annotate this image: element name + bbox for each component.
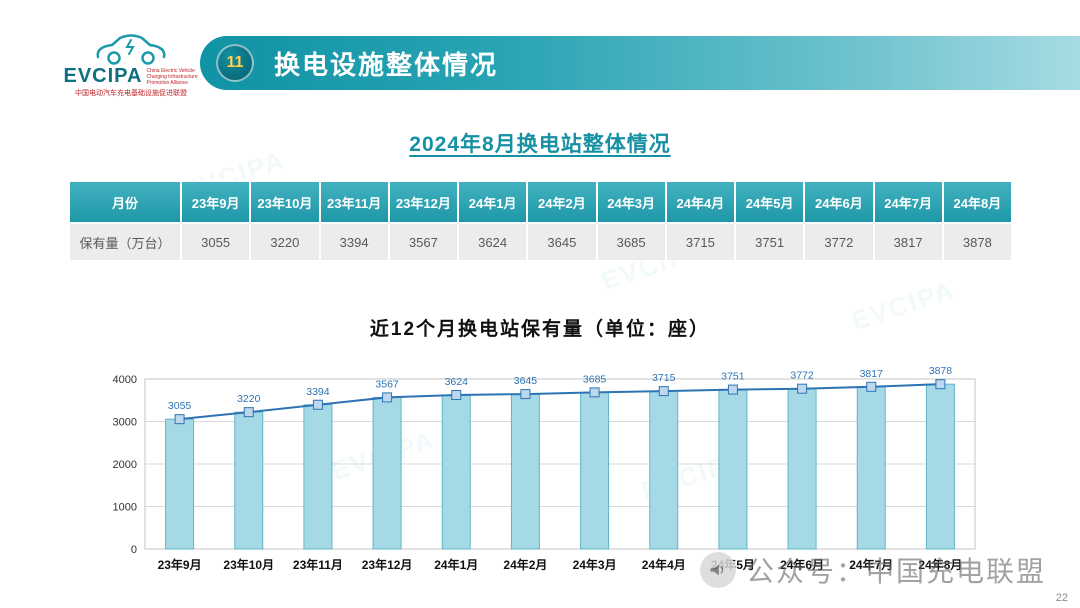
line-marker <box>382 392 393 403</box>
line-marker <box>866 381 877 392</box>
trend-line <box>179 383 941 421</box>
line-marker <box>935 379 946 390</box>
x-axis-label: 24年3月 <box>573 557 617 572</box>
data-label: 3817 <box>860 368 884 380</box>
page-title: 换电设施整体情况 <box>274 49 499 80</box>
logo-subtitle: 中国电动汽车充电基础设施促进联盟 <box>75 90 187 97</box>
x-axis-label: 24年1月 <box>434 557 478 572</box>
y-axis-tick: 4000 <box>113 374 137 386</box>
value-cell: 3817 <box>872 222 944 262</box>
evcipa-logo: EVCIPA China Electric Vehicle Charging I… <box>56 30 206 98</box>
chart-title: 近12个月换电站保有量（单位：座） <box>369 319 711 340</box>
line-marker <box>658 386 669 397</box>
data-label: 3394 <box>306 386 330 398</box>
month-header-cell: 23年9月 <box>179 180 252 224</box>
value-cell: 3624 <box>456 222 529 262</box>
y-axis-tick: 3000 <box>113 417 137 429</box>
table-value-row: 保有量（万台） 3055 3220 3394 3567 3624 3645 3685 3715… <box>68 222 1014 262</box>
x-axis-label: 24年7月 <box>849 557 893 572</box>
bar-24年7月 <box>856 386 886 550</box>
x-axis-label: 24年4月 <box>642 557 686 572</box>
x-axis-label: 23年12月 <box>362 557 413 572</box>
month-header-cell: 23年10月 <box>249 180 321 224</box>
page-number: 22 <box>1055 592 1068 604</box>
y-axis-tick: 1000 <box>113 502 137 514</box>
car-logo-icon <box>96 34 166 65</box>
bar-23年11月 <box>303 404 333 550</box>
month-header-cell: 23年11月 <box>318 180 390 224</box>
data-label: 3751 <box>721 371 745 383</box>
data-label: 3685 <box>583 373 607 385</box>
value-cell: 3220 <box>249 222 321 262</box>
y-axis-tick: 0 <box>131 544 137 556</box>
y-axis-tick: 2000 <box>113 459 137 471</box>
line-marker <box>451 389 462 400</box>
month-header-cell: 24年4月 <box>664 180 737 224</box>
data-label: 3624 <box>445 376 469 388</box>
value-cell: 3878 <box>941 222 1014 262</box>
logo-caption: China Electric Vehicle Charging Infrastr… <box>146 68 198 86</box>
bar-24年3月 <box>580 391 610 550</box>
data-label: 3878 <box>929 365 953 377</box>
megaphone-icon <box>700 552 736 588</box>
line-marker <box>727 384 738 395</box>
section-number-badge: 11 <box>216 44 254 82</box>
value-cell: 3685 <box>595 222 667 262</box>
plot-border <box>144 378 976 550</box>
bar-24年6月 <box>787 388 817 550</box>
line-marker <box>520 389 531 400</box>
month-header-cell: 24年7月 <box>872 180 944 224</box>
value-cell: 3567 <box>387 222 460 262</box>
data-label: 3715 <box>652 372 676 384</box>
swap-station-table: 月份 23年9月 23年10月 23年11月 23年12月 24年1月 24年2月 24年3… <box>68 180 1014 262</box>
bar-23年9月 <box>165 418 195 550</box>
header-banner: 11 换电设施整体情况 <box>200 36 1080 90</box>
x-axis-label: 23年11月 <box>293 557 343 572</box>
value-cell: 3772 <box>803 222 875 262</box>
chart-area: 0 1000 2000 3000 4000 3055 3220 3394 3567 3624 364… <box>85 344 995 589</box>
bar-23年12月 <box>372 396 402 550</box>
data-label: 3772 <box>790 370 814 382</box>
section-title: 2024年8月换电站整体情况 <box>409 133 671 156</box>
value-cell: 3394 <box>318 222 390 262</box>
line-marker <box>589 387 600 398</box>
line-marker <box>312 399 323 410</box>
table-header-row: 月份 23年9月 23年10月 23年11月 23年12月 24年1月 24年2月 24年3… <box>68 180 1014 224</box>
data-label: 3220 <box>237 393 261 405</box>
watermark-text: 公众号：中国充电联盟 <box>746 556 1047 587</box>
value-cell: 3751 <box>733 222 806 262</box>
line-marker <box>174 414 185 425</box>
data-label: 3055 <box>168 400 192 412</box>
logo-name: EVCIPA <box>63 65 143 87</box>
bar-24年8月 <box>925 383 955 550</box>
x-axis-label: 23年9月 <box>158 557 202 572</box>
month-header-cell: 24年2月 <box>526 180 598 224</box>
month-header-cell: 24年8月 <box>941 180 1014 224</box>
x-axis-label: 23年10月 <box>223 557 274 572</box>
bar-24年1月 <box>441 394 471 550</box>
x-axis-label: 24年2月 <box>503 557 547 572</box>
table-row-header: 保有量（万台） <box>68 222 182 262</box>
bar-23年10月 <box>234 411 264 550</box>
data-label: 3645 <box>514 375 538 387</box>
ownership-bar-line-chart: 0 1000 2000 3000 4000 3055 3220 3394 3567 3624 364… <box>113 365 976 572</box>
x-axis-label: 24年8月 <box>918 557 962 572</box>
month-header-cell: 24年6月 <box>803 180 875 224</box>
month-header-cell: 24年3月 <box>595 180 667 224</box>
bar-24年5月 <box>718 389 748 550</box>
month-header-cell: 24年5月 <box>733 180 806 224</box>
account-watermark: 公众号：中国充电联盟 <box>700 550 1046 590</box>
line-marker <box>797 383 808 394</box>
bar-24年2月 <box>510 393 540 550</box>
month-header-cell: 23年12月 <box>387 180 460 224</box>
table-corner-header: 月份 <box>68 180 182 224</box>
value-cell: 3715 <box>664 222 737 262</box>
value-cell: 3645 <box>526 222 598 262</box>
data-label: 3567 <box>375 378 399 390</box>
line-marker <box>243 407 254 418</box>
value-cell: 3055 <box>179 222 252 262</box>
month-header-cell: 24年1月 <box>456 180 529 224</box>
bar-24年4月 <box>649 390 679 550</box>
x-axis-label: 24年6月 <box>780 557 824 572</box>
